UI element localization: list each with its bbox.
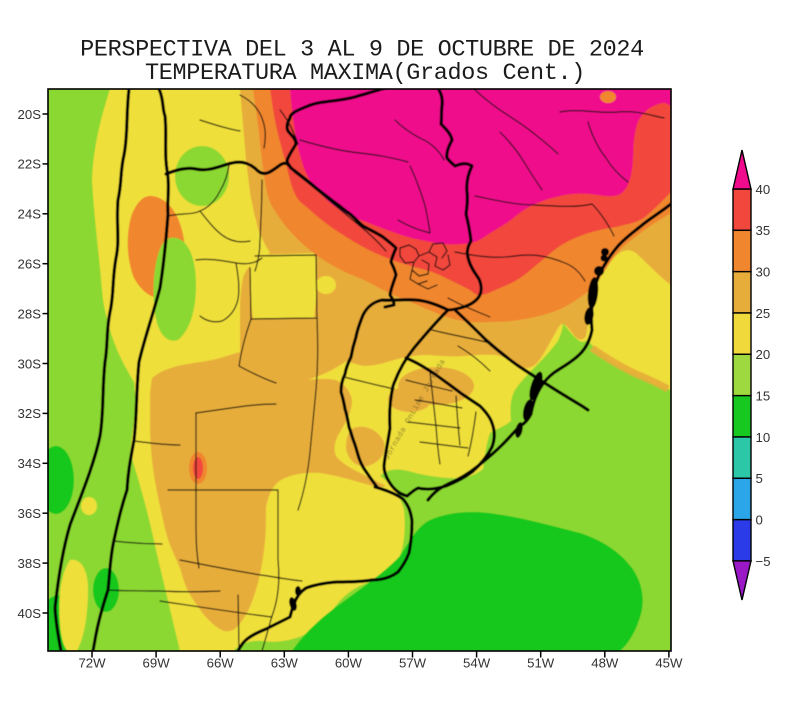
svg-text:45W: 45W: [655, 656, 683, 671]
svg-text:30S: 30S: [18, 356, 42, 371]
svg-text:72W: 72W: [78, 656, 106, 671]
svg-text:10: 10: [756, 430, 771, 445]
svg-text:24S: 24S: [18, 207, 42, 222]
svg-text:26S: 26S: [18, 257, 42, 272]
svg-text:32S: 32S: [18, 406, 42, 421]
svg-text:−5: −5: [756, 554, 771, 569]
svg-text:35: 35: [756, 223, 771, 238]
svg-text:5: 5: [756, 471, 763, 486]
svg-text:60W: 60W: [335, 656, 363, 671]
svg-text:15: 15: [756, 389, 771, 404]
svg-text:40S: 40S: [18, 606, 42, 621]
svg-text:20S: 20S: [18, 107, 42, 122]
svg-text:54W: 54W: [463, 656, 491, 671]
svg-text:36S: 36S: [18, 506, 42, 521]
svg-text:69W: 69W: [143, 656, 171, 671]
svg-text:57W: 57W: [399, 656, 427, 671]
svg-text:66W: 66W: [207, 656, 235, 671]
svg-text:51W: 51W: [527, 656, 555, 671]
svg-text:0: 0: [756, 513, 763, 528]
svg-text:25: 25: [756, 306, 771, 321]
svg-text:38S: 38S: [18, 556, 42, 571]
svg-text:PERSPECTIVA DEL 3 AL 9 DE OCTU: PERSPECTIVA DEL 3 AL 9 DE OCTUBRE DE 202…: [80, 37, 644, 64]
svg-text:48W: 48W: [591, 656, 619, 671]
svg-text:30: 30: [756, 265, 771, 280]
svg-text:28S: 28S: [18, 306, 42, 321]
svg-text:40: 40: [756, 182, 771, 197]
svg-text:TEMPERATURA MAXIMA(Grados Cent: TEMPERATURA MAXIMA(Grados Cent.): [145, 60, 585, 87]
svg-text:20: 20: [756, 347, 771, 362]
svg-text:63W: 63W: [271, 656, 299, 671]
svg-text:34S: 34S: [18, 456, 42, 471]
svg-text:22S: 22S: [18, 157, 42, 172]
